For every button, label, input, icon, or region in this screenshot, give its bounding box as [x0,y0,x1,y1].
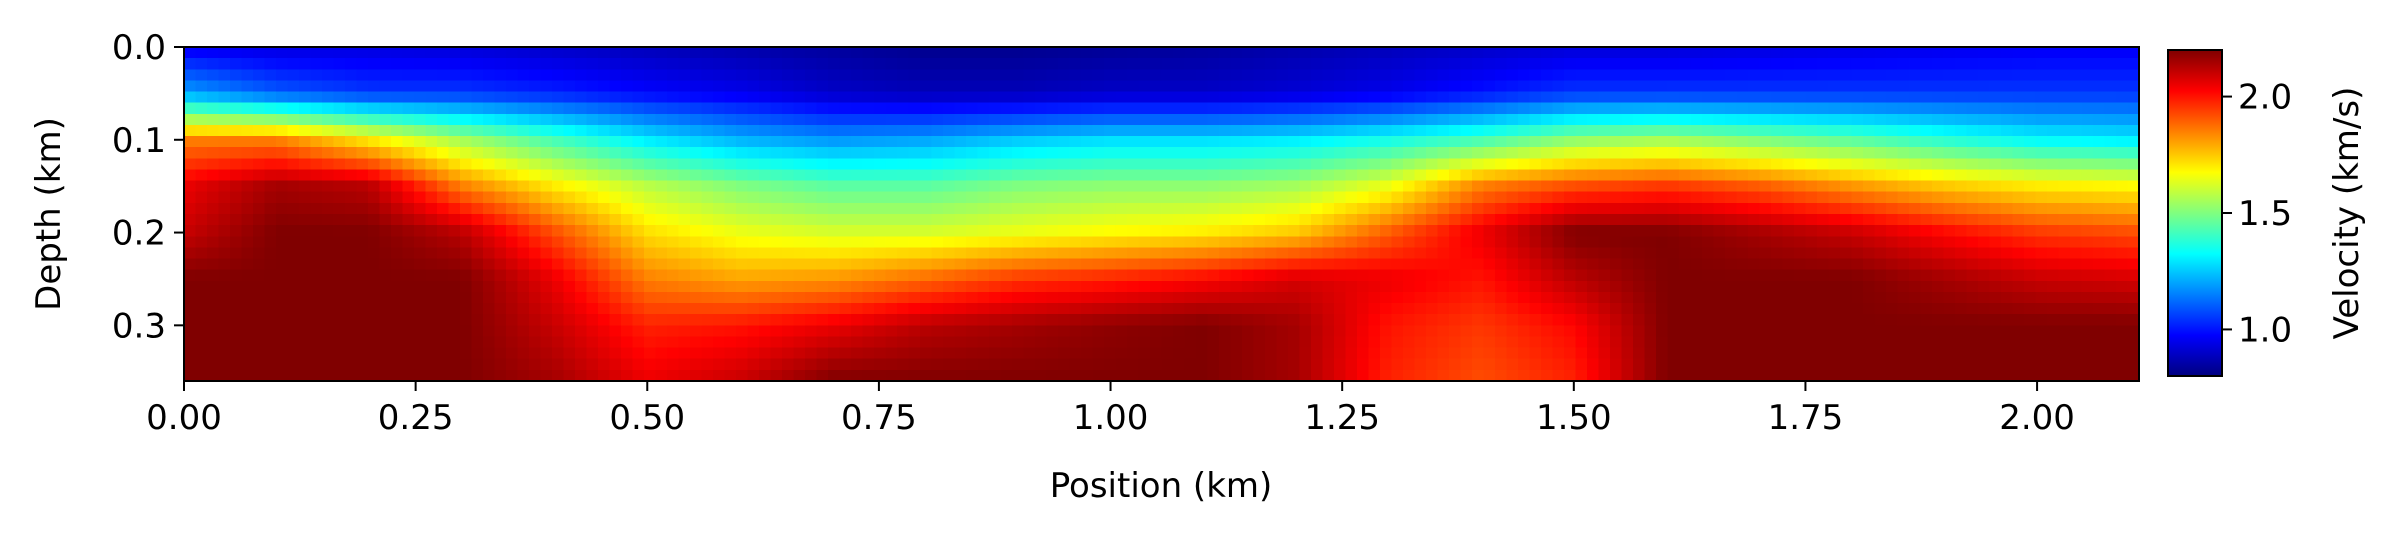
x-tick-label: 0.00 [146,398,222,438]
colorbar-ticks: 1.0 1.5 2.0 [2222,78,2292,350]
colorbar-tick-label: 1.5 [2238,194,2292,234]
y-tick-label: 0.1 [112,121,166,161]
colorbar: 1.0 1.5 2.0 Velocity (km/s) [2167,49,2367,377]
y-tick-label: 0.2 [112,214,166,254]
x-tick-label: 1.50 [1536,398,1612,438]
x-tick-label: 0.25 [378,398,454,438]
x-tick-label: 1.00 [1073,398,1149,438]
colorbar-gradient [2168,50,2222,376]
heatmap-image [184,47,2139,381]
y-tick-label: 0.3 [112,306,166,346]
x-tick-label: 0.50 [609,398,685,438]
y-tick-label: 0.0 [112,28,166,68]
y-axis-label: Depth (km) [29,117,69,311]
colorbar-label: Velocity (km/s) [2327,87,2367,340]
x-axis: 0.00 0.25 0.50 0.75 1.00 1.25 1.50 1.75 2.00 [146,381,2075,438]
x-axis-label: Position (km) [1050,466,1273,506]
y-axis: 0.0 0.1 0.2 0.3 [112,28,184,346]
colorbar-tick-label: 2.0 [2238,78,2292,118]
plot-area [183,46,2140,382]
colorbar-tick-label: 1.0 [2238,310,2292,350]
plot-frame [183,46,2140,382]
x-tick-label: 0.75 [841,398,917,438]
x-tick-label: 2.00 [1999,398,2075,438]
x-tick-label: 1.25 [1304,398,1380,438]
x-tick-label: 1.75 [1768,398,1844,438]
